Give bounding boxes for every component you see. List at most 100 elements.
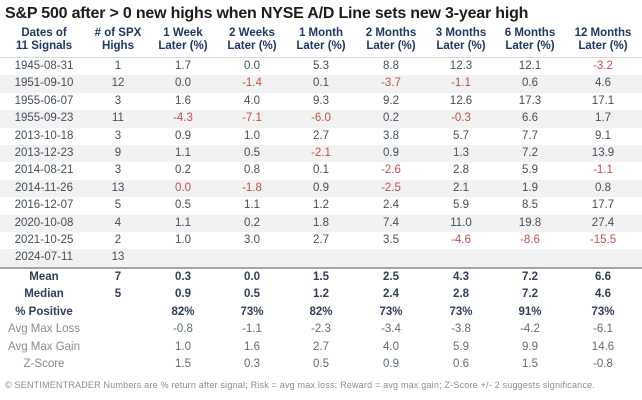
value-cell: 9.9 [522, 340, 538, 353]
value-cell: 0.2 [383, 112, 399, 125]
value-cell: 91% [518, 305, 542, 318]
value-cell: -2.1 [311, 147, 331, 160]
table-row: 2016-12-07 5 0.5 1.1 1.2 2.4 5.9 8.5 17.7 [0, 197, 642, 214]
highs-cell: 1 [114, 60, 122, 72]
header-line1: 3 Months [435, 27, 487, 39]
value-cell: 12.1 [518, 60, 542, 72]
value-cell: 11.0 [450, 216, 472, 229]
value-cell: 0.6 [522, 77, 538, 90]
value-cell: 0.0 [244, 270, 260, 283]
date-cell: 1955-09-23 [14, 112, 74, 125]
table-row: 2014-08-21 3 0.2 0.8 0.1 -2.6 2.8 5.9 -1.1 [0, 162, 642, 179]
header-line2: Later (%) [505, 40, 555, 52]
value-cell: 1.3 [453, 147, 469, 160]
highs-cell: 3 [114, 164, 122, 177]
header-line1: # of SPX [94, 27, 142, 39]
header-line2: Later (%) [296, 40, 346, 52]
value-cell: -2.6 [381, 164, 401, 177]
highs-cell: 5 [114, 288, 122, 301]
value-cell: 7.4 [383, 216, 399, 229]
header-cell: 2 Months Later (%) [356, 25, 426, 58]
value-cell: 17.3 [518, 94, 542, 107]
value-cell: -2.5 [381, 181, 401, 194]
value-cell: -1.8 [242, 181, 262, 194]
value-cell: 0.9 [313, 181, 329, 194]
value-cell: 1.6 [175, 94, 191, 107]
page-title: S&P 500 after > 0 new highs when NYSE A/… [5, 5, 529, 22]
value-cell: 12.3 [449, 60, 473, 72]
value-cell: 0.2 [244, 216, 260, 229]
header-line1: 6 Months [504, 27, 556, 39]
header-line2: 11 Signals [15, 40, 73, 52]
table-head: Dates of 11 Signals # of SPX Highs 1 Week Lat… [0, 25, 642, 58]
value-cell: 0.5 [175, 199, 191, 212]
value-cell: -3.7 [381, 77, 401, 90]
value-cell: 2.5 [383, 270, 399, 283]
highs-cell [88, 339, 148, 356]
highs-cell: 12 [111, 77, 125, 90]
date-cell: 2016-12-07 [14, 199, 74, 212]
highs-cell: 5 [114, 199, 122, 212]
value-cell: 4.0 [244, 94, 260, 107]
value-cell: 73% [449, 305, 473, 318]
value-cell: 2.8 [453, 288, 469, 301]
value-cell: 0.9 [383, 357, 399, 370]
signal-rows-body: 1945-08-31 1 1.7 0.0 5.3 8.8 12.3 12.1 -3.2 1951-… [0, 58, 642, 268]
value-cell: 1.2 [313, 199, 329, 212]
header-cell: Dates of 11 Signals [0, 25, 88, 58]
value-cell: -8.6 [520, 234, 540, 247]
header-line1: 1 Month [298, 27, 344, 39]
value-cell: 5.9 [453, 340, 469, 353]
header-cell: # of SPX Highs [88, 25, 148, 58]
value-cell: 5.7 [453, 129, 469, 142]
value-cell: 1.6 [244, 340, 260, 353]
header-cell: 1 Week Later (%) [148, 25, 218, 58]
value-cell: 2.4 [383, 288, 399, 301]
value-cell: 0.9 [175, 129, 191, 142]
highs-cell: 3 [114, 94, 122, 107]
date-cell: 1945-08-31 [14, 60, 74, 72]
value-cell: 3.0 [244, 234, 260, 247]
value-cell: 0.5 [244, 147, 260, 160]
value-cell: 0.5 [313, 357, 329, 370]
value-cell: 0.8 [244, 164, 260, 177]
value-cell: 0.0 [175, 181, 191, 194]
table-row: 2024-07-11 13 [0, 249, 642, 268]
value-cell: 4.3 [453, 270, 469, 283]
value-cell: -1.1 [451, 77, 471, 90]
value-cell: 2.7 [313, 234, 329, 247]
header-line1: Dates of [21, 27, 67, 39]
table-row: 2021-10-25 2 1.0 3.0 2.7 3.5 -4.6 -8.6 -15.5 [0, 232, 642, 249]
highs-cell: 2 [114, 234, 122, 247]
value-cell: -0.8 [593, 357, 613, 370]
highs-cell: 9 [114, 147, 122, 160]
value-cell: 1.0 [175, 234, 191, 247]
summary-label-cell: Median [24, 288, 64, 301]
value-cell: 2.8 [453, 164, 469, 177]
table-row: 2013-12-23 9 1.1 0.5 -2.1 0.9 1.3 7.2 13.9 [0, 145, 642, 163]
value-cell [218, 249, 286, 267]
value-cell: 1.5 [175, 357, 191, 370]
header-cell: 1 Month Later (%) [286, 25, 356, 58]
header-line2: Later (%) [578, 40, 628, 52]
value-cell: 1.1 [244, 199, 260, 212]
date-cell: 1951-09-10 [14, 77, 74, 90]
value-cell: 0.9 [175, 288, 191, 301]
value-cell: -4.6 [451, 234, 471, 247]
highs-cell [88, 304, 148, 321]
summary-label-cell: % Positive [15, 305, 73, 318]
value-cell: 1.1 [175, 216, 191, 229]
value-cell: 0.1 [313, 77, 329, 90]
header-line1: 2 Weeks [229, 27, 275, 39]
value-cell: 17.1 [591, 94, 615, 107]
value-cell: 0.8 [595, 181, 611, 194]
value-cell: 19.8 [518, 216, 542, 229]
value-cell: 17.7 [591, 199, 615, 212]
table-row: 1951-09-10 12 0.0 -1.4 0.1 -3.7 -1.1 0.6 4.6 [0, 75, 642, 93]
header-cell: 6 Months Later (%) [496, 25, 564, 58]
value-cell: 5.9 [453, 199, 469, 212]
header-cell: 12 Months Later (%) [564, 25, 642, 58]
value-cell: 0.1 [313, 164, 329, 177]
value-cell: 1.0 [244, 129, 260, 142]
